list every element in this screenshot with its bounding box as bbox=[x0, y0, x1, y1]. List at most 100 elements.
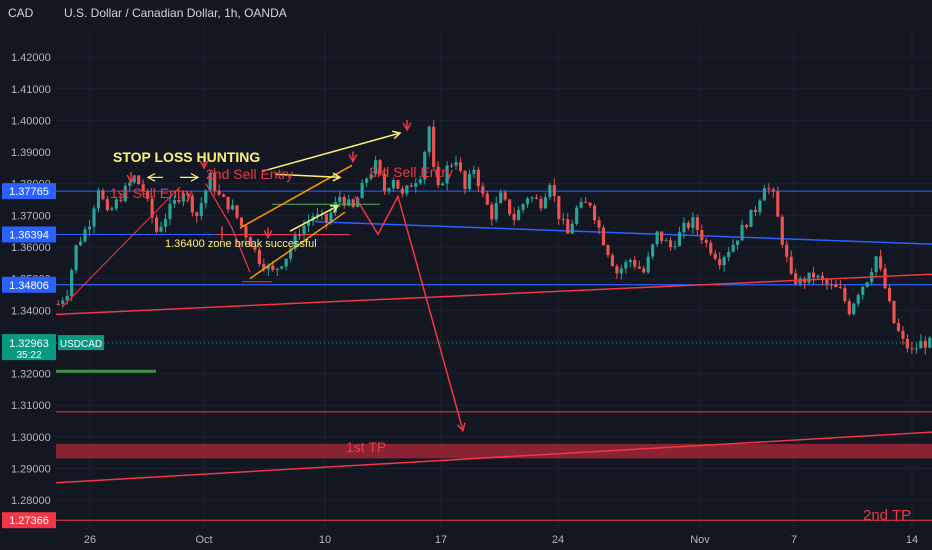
candle bbox=[651, 244, 655, 257]
candle bbox=[771, 189, 775, 192]
candle bbox=[472, 169, 476, 174]
candle bbox=[391, 180, 396, 189]
candle bbox=[400, 188, 404, 194]
level-badge-label: 1.34806 bbox=[9, 280, 49, 292]
annotation-label: 2nd Sell Entry bbox=[206, 166, 293, 182]
candle bbox=[306, 221, 311, 226]
candle bbox=[776, 191, 780, 217]
candle bbox=[847, 301, 851, 315]
candle bbox=[266, 265, 270, 270]
y-tick-label: 1.40000 bbox=[11, 115, 51, 127]
candle bbox=[204, 190, 208, 204]
stop-hunt-arrow-head bbox=[329, 204, 340, 213]
candle bbox=[154, 217, 159, 232]
candle bbox=[226, 196, 230, 210]
channel-line bbox=[239, 164, 353, 229]
candle bbox=[910, 348, 914, 350]
candle bbox=[177, 199, 181, 202]
stop-hunt-arrow bbox=[262, 132, 401, 172]
entry-marker-head bbox=[402, 122, 412, 132]
candle bbox=[887, 288, 892, 301]
candle bbox=[914, 348, 918, 350]
candle bbox=[96, 190, 101, 209]
candle bbox=[146, 190, 150, 199]
candle bbox=[637, 266, 641, 269]
y-tick-label: 1.30000 bbox=[11, 432, 51, 444]
trend-line bbox=[61, 186, 181, 308]
candle bbox=[83, 229, 87, 242]
candle bbox=[101, 190, 105, 200]
projection-path bbox=[205, 183, 251, 273]
candle bbox=[467, 173, 471, 190]
candle bbox=[239, 217, 244, 227]
candle bbox=[673, 246, 677, 248]
candle bbox=[807, 272, 811, 283]
candle bbox=[387, 188, 391, 191]
candle bbox=[181, 193, 185, 202]
candle bbox=[709, 242, 713, 254]
annotation-label: 1st TP bbox=[346, 439, 386, 455]
candle bbox=[861, 286, 865, 295]
candle bbox=[762, 188, 766, 201]
candle bbox=[753, 209, 758, 213]
candle bbox=[159, 226, 163, 232]
candle bbox=[186, 193, 190, 196]
candle bbox=[150, 198, 154, 218]
candle bbox=[141, 184, 145, 191]
price-axis[interactable]: 1.420001.410001.400001.390001.380001.370… bbox=[2, 52, 104, 529]
stop-hunt-arrow-head bbox=[146, 173, 156, 182]
candle bbox=[284, 258, 288, 267]
candle bbox=[628, 260, 632, 262]
entry-marker-head bbox=[199, 160, 209, 170]
candle bbox=[543, 197, 547, 209]
candle bbox=[736, 240, 740, 245]
candle bbox=[829, 284, 834, 286]
candle bbox=[244, 226, 248, 238]
candle bbox=[592, 205, 597, 221]
candle bbox=[852, 303, 856, 315]
candle bbox=[525, 198, 530, 205]
x-tick-label: 10 bbox=[319, 534, 331, 546]
candle bbox=[356, 198, 360, 208]
y-tick-label: 1.36000 bbox=[11, 242, 51, 254]
candle bbox=[56, 303, 60, 305]
candle bbox=[780, 216, 784, 245]
level-badge bbox=[2, 512, 56, 529]
candle bbox=[682, 222, 686, 233]
candle bbox=[137, 175, 141, 185]
time-axis[interactable]: 26 Oct 10 17 24 Nov 7 14 bbox=[84, 534, 918, 546]
x-tick-label: 26 bbox=[84, 534, 96, 546]
candle bbox=[476, 169, 480, 187]
candle bbox=[172, 199, 177, 204]
candle bbox=[378, 160, 382, 174]
y-tick-label: 1.39000 bbox=[11, 147, 51, 159]
projection-arrow-head bbox=[456, 422, 466, 433]
level-badge bbox=[2, 183, 56, 200]
candle bbox=[825, 279, 829, 285]
candle bbox=[713, 253, 717, 259]
candle bbox=[365, 178, 369, 183]
currency-label: CAD bbox=[8, 6, 34, 20]
channel-line bbox=[249, 211, 346, 280]
candle bbox=[517, 209, 521, 221]
candle bbox=[418, 179, 422, 184]
y-tick-label: 1.29000 bbox=[11, 464, 51, 476]
candle bbox=[896, 323, 901, 331]
candle bbox=[655, 231, 659, 245]
y-tick-label: 1.34000 bbox=[11, 305, 51, 317]
candle bbox=[351, 199, 355, 208]
candle bbox=[373, 160, 378, 174]
candle bbox=[208, 172, 212, 191]
candle bbox=[691, 217, 695, 228]
candle bbox=[396, 180, 400, 189]
candle bbox=[441, 183, 445, 186]
candle bbox=[727, 251, 731, 258]
candle bbox=[677, 232, 682, 247]
current-price-badge bbox=[2, 334, 56, 361]
stop-hunt-arrow bbox=[274, 173, 341, 179]
x-tick-label: Oct bbox=[195, 534, 212, 546]
trend-line bbox=[55, 431, 932, 484]
drawings bbox=[55, 119, 932, 484]
